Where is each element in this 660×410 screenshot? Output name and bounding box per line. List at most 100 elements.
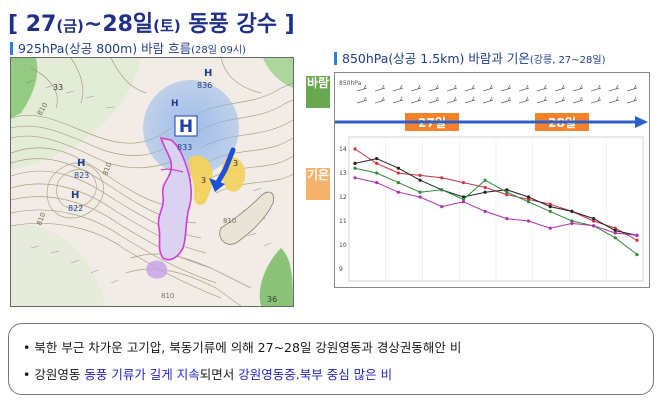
label-n2: 3	[233, 159, 238, 168]
meteogram-svg: 850hPa 27일 28일 14 13 12 11 10 9	[335, 80, 648, 282]
label-h-west1: H	[77, 158, 85, 169]
series-point	[483, 178, 487, 182]
wind-barb	[464, 84, 476, 92]
series-point	[418, 195, 422, 199]
series-point	[461, 181, 466, 185]
label-h-center: H	[171, 99, 179, 109]
series-point	[375, 181, 379, 185]
weather-map: H H 836 H 833 H 823 H 822 810 810 810 81…	[10, 57, 294, 307]
wind-tag: 바람	[306, 76, 330, 108]
series-point	[592, 217, 596, 221]
precip-ne	[263, 58, 293, 88]
korea-outline	[157, 136, 192, 261]
y-tick: 10	[339, 242, 347, 249]
series-point	[613, 226, 617, 230]
series-point	[353, 161, 357, 165]
wind-barb	[590, 84, 602, 92]
wind-barb	[572, 96, 584, 104]
highlight-east-wind: 동풍 기류가 길게 지속	[84, 367, 200, 382]
left-caption-time: (28일 09시)	[191, 45, 246, 56]
weather-map-svg: H H 836 H 833 H 823 H 822 810 810 810 81…	[11, 58, 293, 306]
wind-barb	[446, 96, 458, 104]
series-point	[396, 190, 400, 194]
series-point	[375, 157, 379, 161]
series-point	[548, 202, 552, 206]
series-point	[570, 209, 574, 213]
title-day2: 28일	[102, 12, 154, 37]
label-n1: 3	[201, 176, 206, 185]
land-north	[11, 58, 141, 170]
series-point	[635, 253, 639, 257]
series-point	[418, 178, 422, 182]
series-point	[353, 166, 357, 170]
series-point	[353, 147, 357, 151]
caption-bar	[10, 42, 13, 55]
series-point	[483, 190, 487, 194]
series-line	[354, 158, 638, 236]
wind-barb	[446, 84, 458, 92]
series-point	[396, 166, 400, 170]
label-c4: 810	[223, 217, 236, 225]
series-point	[526, 197, 531, 201]
wind-barb	[572, 84, 584, 92]
label-v-west2: 822	[68, 204, 83, 213]
time-arrow-head	[635, 116, 648, 128]
series-point	[440, 205, 444, 209]
wind-barb	[500, 96, 512, 104]
meteogram-panel: 850hPa 27일 28일 14 13 12 11 10 9	[334, 72, 650, 288]
series-point	[396, 181, 400, 185]
bracket-open: [	[8, 12, 19, 37]
series-point	[635, 233, 639, 237]
title-weekday2: (토)	[153, 17, 181, 35]
wind-barb	[410, 96, 422, 104]
label-c5: 810	[161, 292, 174, 300]
japan-landmass	[219, 191, 275, 245]
label-n4: 36	[267, 295, 277, 304]
series-point	[505, 188, 509, 192]
series-point	[635, 238, 639, 242]
wind-barb	[590, 96, 602, 104]
wind-barb	[554, 96, 566, 104]
series-point	[505, 217, 509, 221]
wind-barb	[554, 84, 566, 92]
series-point	[461, 197, 466, 201]
series-point	[418, 173, 422, 177]
series-point	[375, 161, 379, 165]
summary-line-1: • 북한 부근 차가운 고기압, 북동기류에 의해 27~28일 강원영동과 경…	[23, 340, 462, 355]
wind-barb	[518, 84, 530, 92]
series-point	[526, 195, 531, 199]
highlight-heavy-rain: 강원영동중.북부 중심 많은 비	[238, 367, 393, 382]
wind-barb	[374, 96, 386, 104]
series-point	[353, 176, 357, 180]
wind-barb	[410, 84, 422, 92]
series-point	[613, 229, 617, 233]
series-point	[613, 236, 617, 240]
high-marker: H	[174, 115, 198, 137]
precip-nw	[11, 58, 38, 118]
label-v-north: 836	[197, 81, 212, 90]
y-tick: 14	[339, 146, 347, 153]
wind-barbs	[356, 84, 638, 104]
wind-barb	[482, 96, 494, 104]
label-h-north: H	[204, 68, 212, 79]
summary-line-2: • 강원영동 동풍 기류가 길게 지속되면서 강원영동중.북부 중심 많은 비	[23, 367, 393, 382]
wind-barb	[626, 84, 638, 92]
y-tick: 9	[339, 266, 343, 273]
wind-barb	[626, 96, 638, 104]
right-caption-detail: (강릉, 27~28일)	[529, 55, 606, 66]
series-point	[461, 200, 466, 204]
wind-barb	[428, 96, 440, 104]
y-tick: 11	[339, 218, 347, 225]
rain-zone-south	[146, 260, 168, 279]
y-tick: 13	[339, 170, 347, 177]
east-wind-arrow	[209, 147, 236, 192]
series-point	[440, 188, 444, 192]
summary-box: • 북한 부근 차가운 고기압, 북동기류에 의해 27~28일 강원영동과 경…	[8, 323, 654, 395]
right-caption-main: 850hPa(상공 1.5km) 바람과 기온	[342, 51, 530, 66]
wind-barb	[356, 84, 368, 92]
series-point	[592, 224, 596, 228]
series-point	[505, 190, 509, 194]
series-point	[526, 219, 531, 223]
left-caption: 925hPa(상공 800m) 바람 흐름(28일 09시)	[10, 38, 246, 57]
y-ticks: 14 13 12 11 10 9	[339, 146, 347, 273]
